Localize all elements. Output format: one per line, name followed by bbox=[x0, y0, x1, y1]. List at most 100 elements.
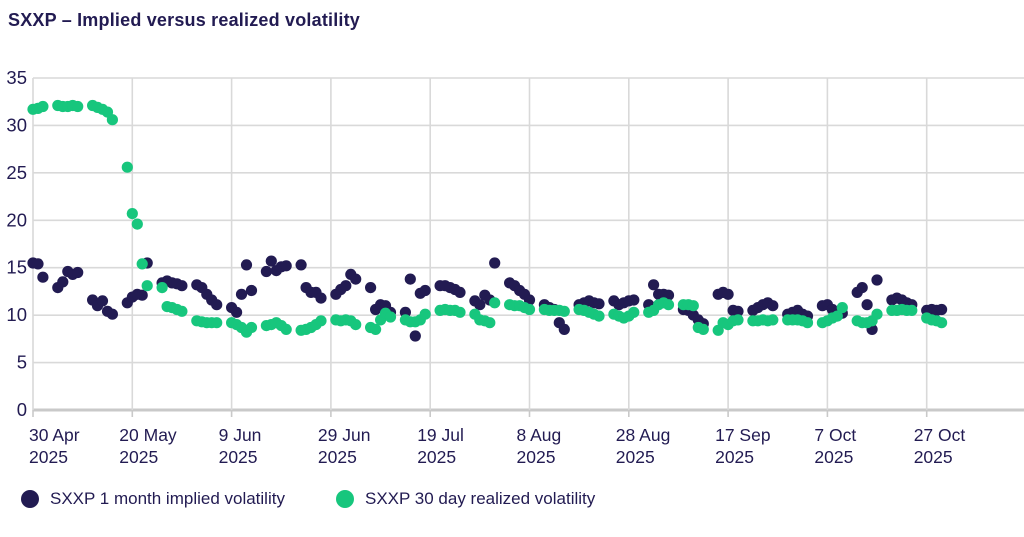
data-point-realized bbox=[126, 208, 138, 220]
data-point-realized bbox=[871, 308, 883, 320]
data-point-implied bbox=[32, 258, 44, 270]
legend-label-implied: SXXP 1 month implied volatility bbox=[50, 489, 285, 508]
data-point-implied bbox=[136, 289, 148, 301]
svg-text:2025: 2025 bbox=[814, 447, 853, 467]
svg-text:7 Oct: 7 Oct bbox=[814, 425, 856, 445]
data-point-realized bbox=[906, 304, 918, 316]
legend-label-realized: SXXP 30 day realized volatility bbox=[365, 489, 596, 508]
data-point-realized bbox=[697, 323, 709, 335]
data-point-implied bbox=[558, 323, 570, 335]
svg-text:2025: 2025 bbox=[219, 447, 258, 467]
svg-text:5: 5 bbox=[17, 352, 27, 373]
svg-text:2025: 2025 bbox=[517, 447, 556, 467]
data-point-implied bbox=[265, 255, 277, 267]
data-point-realized bbox=[106, 114, 118, 126]
data-point-realized bbox=[37, 100, 49, 113]
data-point-realized bbox=[280, 323, 292, 335]
data-point-implied bbox=[722, 288, 734, 300]
data-point-implied bbox=[235, 288, 248, 300]
data-point-realized bbox=[628, 306, 640, 318]
realized-series-dot-icon bbox=[336, 490, 354, 508]
data-point-realized bbox=[489, 297, 501, 309]
data-point-implied bbox=[767, 300, 779, 312]
svg-text:9 Jun: 9 Jun bbox=[219, 425, 262, 445]
svg-text:2025: 2025 bbox=[119, 447, 158, 467]
data-point-realized bbox=[836, 302, 848, 314]
data-point-implied bbox=[871, 274, 883, 286]
data-point-implied bbox=[315, 292, 327, 304]
data-point-implied bbox=[280, 260, 292, 272]
data-point-realized bbox=[419, 308, 431, 320]
svg-text:20 May: 20 May bbox=[119, 425, 177, 445]
data-point-realized bbox=[454, 306, 466, 318]
svg-text:2025: 2025 bbox=[616, 447, 655, 467]
data-point-implied bbox=[340, 280, 352, 292]
page-title: SXXP – Implied versus realized volatilit… bbox=[8, 10, 361, 30]
data-point-implied bbox=[419, 284, 431, 297]
data-point-realized bbox=[801, 317, 814, 329]
svg-text:0: 0 bbox=[17, 399, 27, 420]
svg-text:19 Jul: 19 Jul bbox=[417, 425, 464, 445]
realized-data-points bbox=[27, 99, 948, 338]
y-tick-labels: 0 5 10 15 20 25 30 35 bbox=[6, 67, 27, 420]
x-gridlines bbox=[32, 78, 928, 417]
legend-item-realized: SXXP 30 day realized volatility bbox=[336, 488, 595, 510]
data-point-implied bbox=[260, 265, 272, 278]
data-point-implied bbox=[245, 284, 258, 297]
svg-text:25: 25 bbox=[6, 162, 27, 183]
data-point-implied bbox=[240, 259, 253, 271]
data-point-implied bbox=[593, 298, 605, 310]
data-point-implied bbox=[936, 303, 948, 316]
data-point-implied bbox=[861, 299, 873, 311]
data-point-implied bbox=[732, 305, 744, 317]
svg-text:29 Jun: 29 Jun bbox=[318, 425, 371, 445]
data-point-implied bbox=[409, 330, 421, 342]
svg-text:8 Aug: 8 Aug bbox=[517, 425, 562, 445]
svg-text:2025: 2025 bbox=[914, 447, 953, 467]
y-gridlines bbox=[33, 77, 1024, 412]
chart-legend: SXXP 1 month implied volatility SXXP 30 … bbox=[0, 488, 1024, 514]
data-point-realized bbox=[936, 317, 948, 329]
svg-text:17 Sep: 17 Sep bbox=[715, 425, 770, 445]
data-point-implied bbox=[106, 308, 118, 320]
data-point-realized bbox=[767, 314, 779, 326]
data-point-implied bbox=[72, 266, 84, 279]
data-point-implied bbox=[474, 299, 486, 311]
data-point-implied bbox=[37, 271, 49, 283]
data-point-implied bbox=[628, 294, 640, 306]
data-point-realized bbox=[523, 303, 536, 316]
data-point-implied bbox=[211, 299, 223, 311]
data-point-realized bbox=[136, 258, 148, 270]
svg-text:10: 10 bbox=[6, 304, 27, 325]
svg-text:2025: 2025 bbox=[417, 447, 456, 467]
data-point-realized bbox=[245, 321, 258, 334]
svg-text:15: 15 bbox=[6, 257, 27, 278]
data-point-realized bbox=[121, 161, 133, 173]
implied-series-dot-icon bbox=[21, 490, 39, 508]
data-point-realized bbox=[732, 314, 744, 326]
svg-text:2025: 2025 bbox=[318, 447, 357, 467]
data-point-implied bbox=[856, 282, 868, 294]
data-point-implied bbox=[231, 306, 243, 318]
svg-text:30: 30 bbox=[6, 114, 27, 135]
data-point-realized bbox=[831, 310, 843, 322]
data-point-realized bbox=[131, 218, 143, 230]
data-point-implied bbox=[350, 273, 362, 285]
data-point-implied bbox=[648, 279, 660, 291]
data-point-realized bbox=[141, 280, 153, 292]
data-point-realized bbox=[384, 311, 397, 323]
data-point-realized bbox=[370, 323, 382, 335]
svg-text:30 Apr: 30 Apr bbox=[29, 425, 80, 445]
legend-item-implied: SXXP 1 month implied volatility bbox=[21, 488, 285, 510]
svg-text:27 Oct: 27 Oct bbox=[914, 425, 966, 445]
data-point-implied bbox=[96, 295, 109, 307]
data-point-realized bbox=[156, 282, 168, 294]
data-point-implied bbox=[489, 257, 501, 269]
svg-text:2025: 2025 bbox=[29, 447, 68, 467]
data-point-realized bbox=[687, 300, 699, 312]
data-point-realized bbox=[484, 317, 496, 329]
data-point-realized bbox=[176, 305, 188, 317]
data-point-implied bbox=[57, 276, 69, 288]
